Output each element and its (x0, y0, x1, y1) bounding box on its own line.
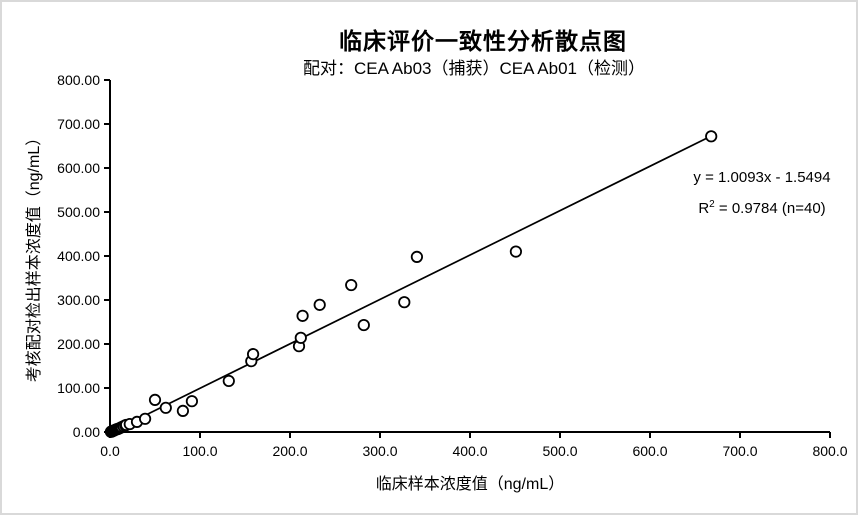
x-tick-label: 600.0 (632, 443, 667, 459)
x-tick-label: 700.0 (722, 443, 757, 459)
data-point (705, 130, 718, 143)
data-point (313, 298, 326, 311)
x-tick-label: 800.0 (812, 443, 847, 459)
data-point (139, 412, 152, 425)
data-point (509, 245, 523, 258)
data-point (159, 401, 172, 414)
x-tick-label: 400.0 (452, 443, 487, 459)
y-tick-label: 500.00 (57, 204, 100, 220)
chart-subtitle: 配对：CEA Ab03（捕获）CEA Ab01（检测） (302, 59, 645, 78)
y-axis-title: 考核配对检出样本浓度值（ng/mL） (26, 129, 43, 383)
data-point (176, 404, 189, 417)
data-point (345, 278, 358, 292)
x-tick-label: 100.0 (182, 443, 217, 459)
data-point (148, 393, 162, 406)
y-tick-label: 800.00 (57, 72, 100, 88)
data-point (247, 348, 260, 361)
data-point (410, 250, 423, 263)
x-tick-label: 500.0 (542, 443, 577, 459)
y-tick-label: 400.00 (57, 248, 100, 264)
regression-equation: y = 1.0093x - 1.5494 (693, 169, 831, 186)
y-tick-label: 0.00 (73, 424, 100, 440)
x-axis-title: 临床样本浓度值（ng/mL） (375, 476, 565, 493)
data-point (294, 331, 307, 344)
y-tick-label: 600.00 (57, 160, 100, 176)
y-tick-label: 200.00 (57, 336, 100, 352)
x-tick-label: 200.0 (272, 443, 307, 459)
y-tick-label: 300.00 (57, 292, 100, 308)
data-point (357, 318, 370, 332)
y-tick-label: 100.00 (57, 380, 100, 396)
regression-annotation: y = 1.0093x - 1.5494 R2 = 0.9784 (n=40) (683, 165, 841, 222)
trend-line (109, 134, 714, 434)
data-point (398, 296, 411, 309)
chart-title: 临床评价一致性分析散点图 (339, 28, 627, 54)
x-tick-label: 300.0 (362, 443, 397, 459)
data-point (296, 309, 309, 322)
x-tick-label: 0.0 (100, 443, 120, 459)
y-tick-label: 700.00 (57, 116, 100, 132)
data-point (222, 374, 235, 388)
data-point (185, 395, 198, 408)
regression-r-squared: R2 = 0.9784 (n=40) (698, 198, 826, 217)
